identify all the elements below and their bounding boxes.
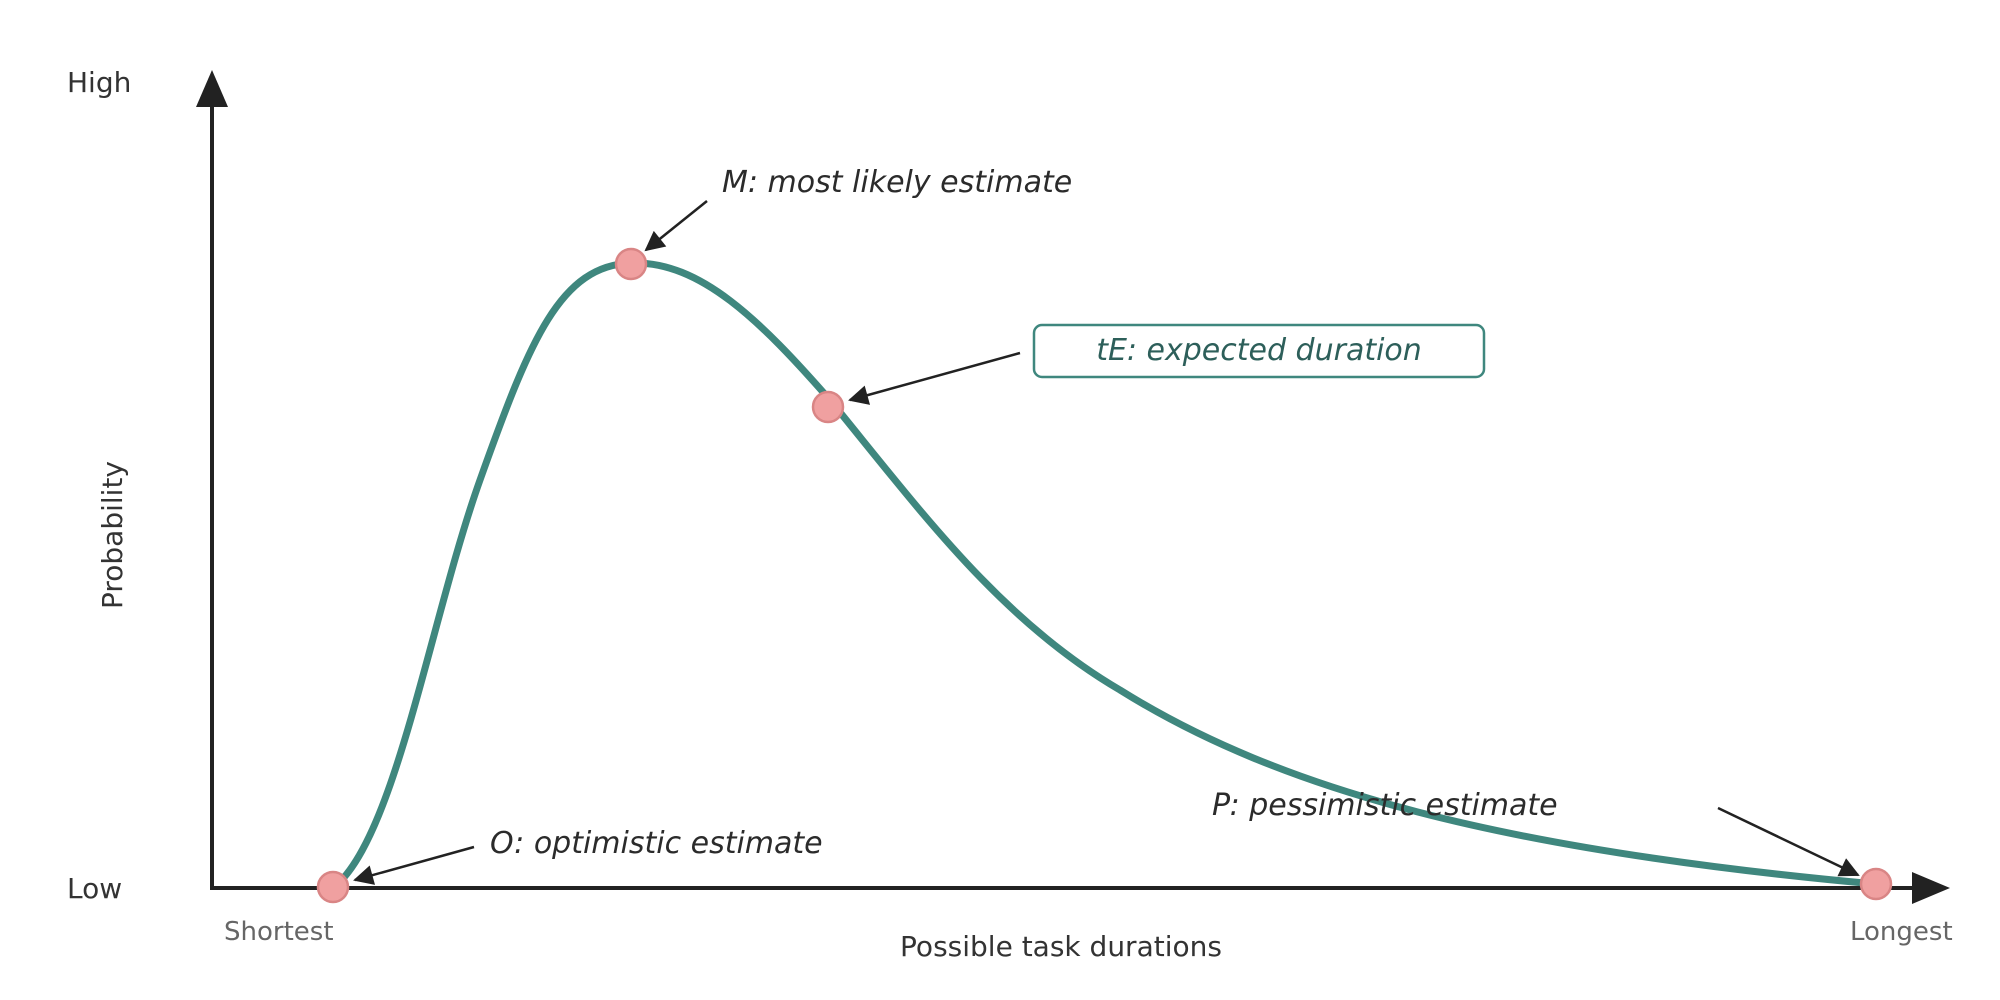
distribution-curve [329,259,1879,892]
optimistic-marker [316,870,350,904]
most-likely-marker [614,247,648,281]
x-end-label: Longest [1850,917,1953,947]
pessimistic-label: P: pessimistic estimate [1212,788,1558,823]
y-high-label: High [67,66,131,99]
x-start-label: Shortest [224,917,334,947]
x-axis-arrowhead [1912,872,1950,904]
x-axis-title: Possible task durations [900,930,1222,963]
y-axis-title: Probability [96,461,129,609]
y-low-label: Low [67,872,122,905]
pessimistic-arrow [1717,806,1860,877]
optimistic-arrow [353,845,475,885]
expected-duration-label: tE: expected duration [1096,333,1422,368]
expected-arrow [848,351,1021,405]
expected-marker [811,390,845,424]
optimistic-label: O: optimistic estimate [490,826,823,861]
most-likely-arrow [644,200,708,252]
pessimistic-marker [1859,867,1893,901]
expected-duration-box [1032,323,1486,379]
most-likely-label: M: most likely estimate [722,165,1072,200]
y-axis-arrowhead [196,70,228,107]
